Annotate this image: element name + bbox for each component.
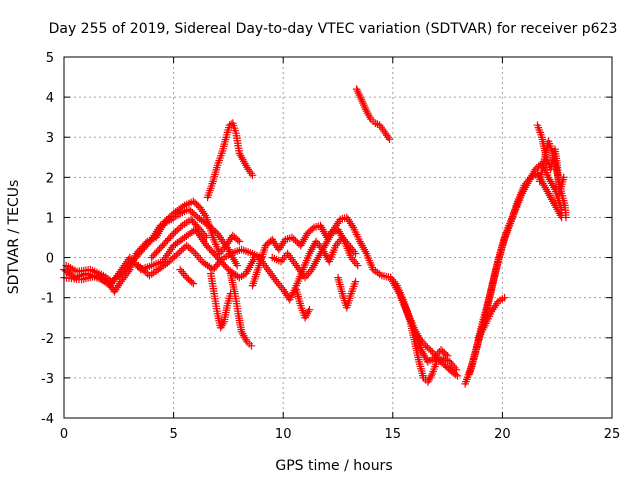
series-segment-dip-near-8 — [226, 269, 256, 350]
data-point — [247, 342, 256, 350]
frame-layer — [63, 56, 613, 419]
series-layer — [60, 85, 570, 388]
data-point — [453, 372, 462, 380]
y-tick-label: 0 — [46, 252, 54, 267]
plot-frame — [63, 56, 613, 419]
x-tick-label: 10 — [275, 427, 292, 442]
data-point — [235, 237, 244, 246]
data-point — [500, 293, 509, 302]
data-point — [305, 305, 314, 314]
series-segment-mid-dip-near-11 — [292, 285, 314, 322]
series-segment-late-rise-b — [465, 159, 566, 378]
series-segment-dip-near-7 — [207, 269, 235, 332]
series-segment-end-tail — [535, 137, 570, 222]
data-point — [233, 261, 241, 270]
series-segment-drop-near-6 — [176, 265, 198, 288]
x-tick-label: 5 — [169, 427, 177, 442]
x-axis-label: GPS time / hours — [275, 458, 392, 474]
data-point — [353, 261, 362, 270]
grid-layer — [64, 57, 612, 418]
tick-layer: 0 5 10 15 20 25 -4 -3 -2 -1 0 1 2 3 4 5 — [41, 51, 620, 442]
data-point — [202, 233, 211, 242]
chart-title: Day 255 of 2019, Sidereal Day-to-day VTE… — [49, 21, 618, 37]
y-tick-label: -2 — [41, 332, 54, 347]
series-segment-arc-near-14 — [352, 85, 394, 144]
data-point — [351, 249, 360, 258]
x-tick-label: 15 — [385, 427, 402, 442]
y-tick-label: 5 — [46, 51, 54, 66]
y-tick-label: 3 — [46, 131, 54, 146]
series-segment-mid-trace-c — [268, 225, 362, 282]
series-segment-late-branch-near-20 — [474, 293, 509, 342]
y-tick-label: -1 — [41, 292, 54, 307]
data-point — [248, 171, 257, 180]
data-point — [189, 279, 198, 288]
series-segment-late-descent-c — [397, 293, 452, 366]
data-point — [351, 277, 360, 286]
series-segment-early-trace-e — [147, 215, 211, 262]
y-tick-label: 4 — [46, 91, 54, 106]
series-segment-early-trace-d — [134, 241, 266, 280]
x-tick-label: 25 — [604, 427, 621, 442]
series-segment-early-trace-c — [60, 225, 259, 290]
x-tick-label: 0 — [60, 427, 68, 442]
y-tick-label: 2 — [46, 171, 54, 186]
series-segment-peak-near-8 — [203, 119, 257, 202]
data-point — [562, 213, 570, 222]
y-tick-label: 1 — [46, 211, 54, 226]
y-tick-label: -3 — [41, 372, 54, 387]
data-point — [385, 135, 394, 144]
y-axis-label: SDTVAR / TECUs — [6, 180, 22, 295]
series-segment-mid-dip-near-13 — [334, 273, 360, 312]
data-point — [443, 352, 452, 360]
x-tick-label: 20 — [494, 427, 511, 442]
y-tick-label: -4 — [41, 412, 54, 427]
